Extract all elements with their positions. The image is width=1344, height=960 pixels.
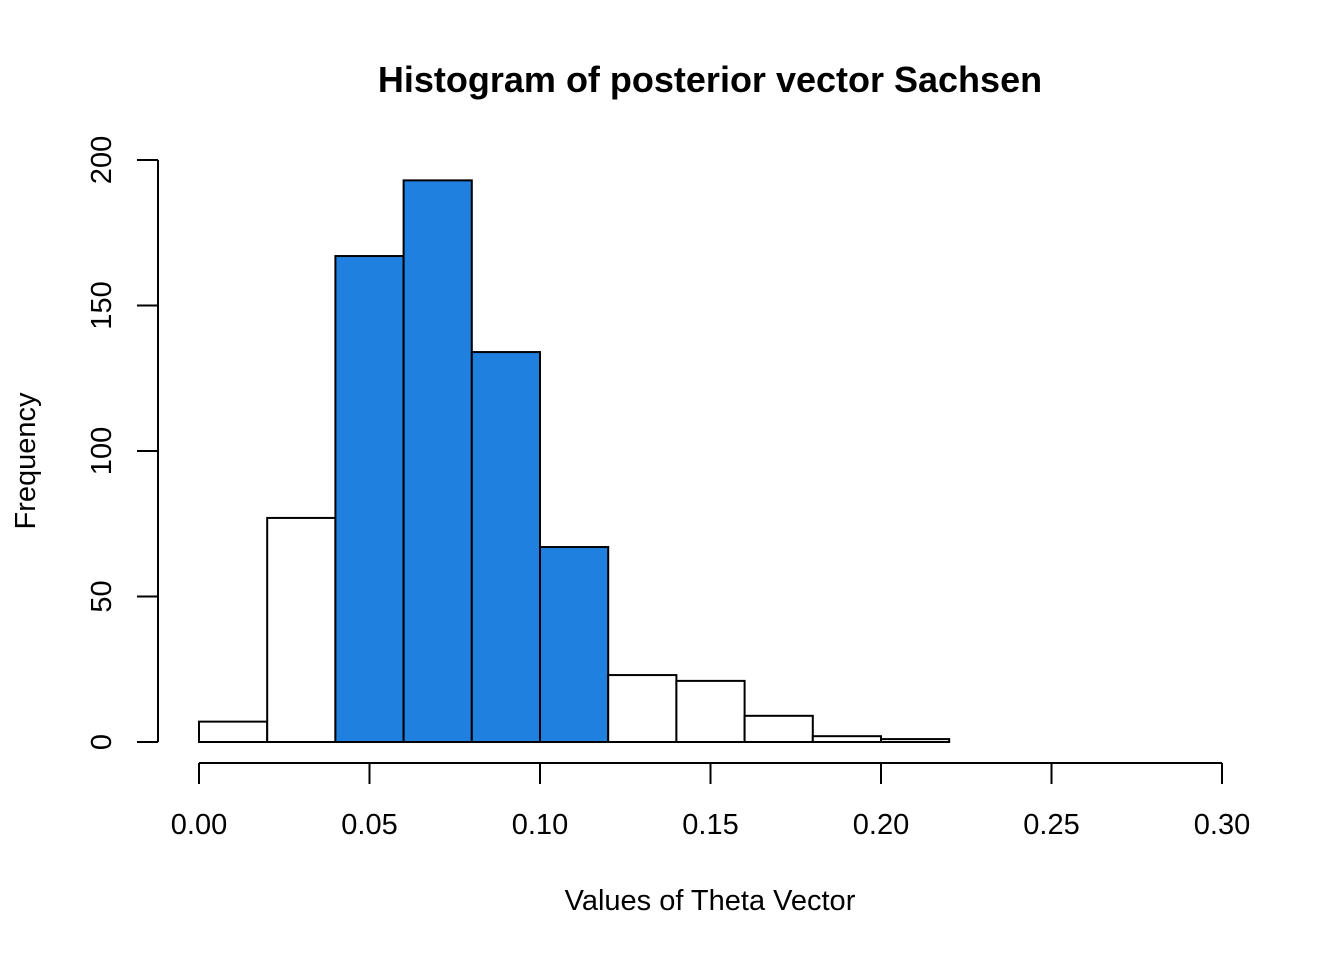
y-tick-label: 200 [86, 136, 118, 184]
chart-title: Histogram of posterior vector Sachsen [378, 59, 1042, 100]
x-tick-label: 0.05 [341, 809, 397, 841]
x-tick-label: 0.20 [853, 809, 909, 841]
x-axis: 0.00 0.05 0.10 0.15 0.20 0.25 0.30 [171, 762, 1250, 841]
histogram-bar [811, 735, 882, 743]
x-tick-label: 0.10 [512, 809, 568, 841]
histogram-bar [334, 255, 405, 743]
histogram-bar [539, 546, 610, 744]
x-tick-label: 0.15 [682, 809, 738, 841]
histogram-bar [675, 679, 746, 744]
x-tick-label: 0.25 [1023, 809, 1079, 841]
y-tick-label: 100 [86, 427, 118, 475]
histogram-bar [470, 351, 541, 743]
y-axis-label: Frequency [10, 392, 42, 530]
y-axis: 0 50 100 150 200 [86, 136, 159, 750]
histogram-bar [880, 738, 951, 744]
histogram-bar [743, 714, 814, 743]
histogram-bar [607, 674, 678, 744]
x-tick-label: 0.30 [1194, 809, 1250, 841]
x-tick-label: 0.00 [171, 809, 227, 841]
histogram-bar [402, 179, 473, 743]
histogram-bar [198, 720, 269, 744]
y-tick-label: 0 [86, 734, 118, 750]
x-axis-label: Values of Theta Vector [565, 885, 856, 917]
histogram-bar [266, 516, 337, 743]
y-tick-label: 50 [86, 580, 118, 612]
y-tick-label: 150 [86, 281, 118, 329]
bars-group [198, 179, 951, 744]
